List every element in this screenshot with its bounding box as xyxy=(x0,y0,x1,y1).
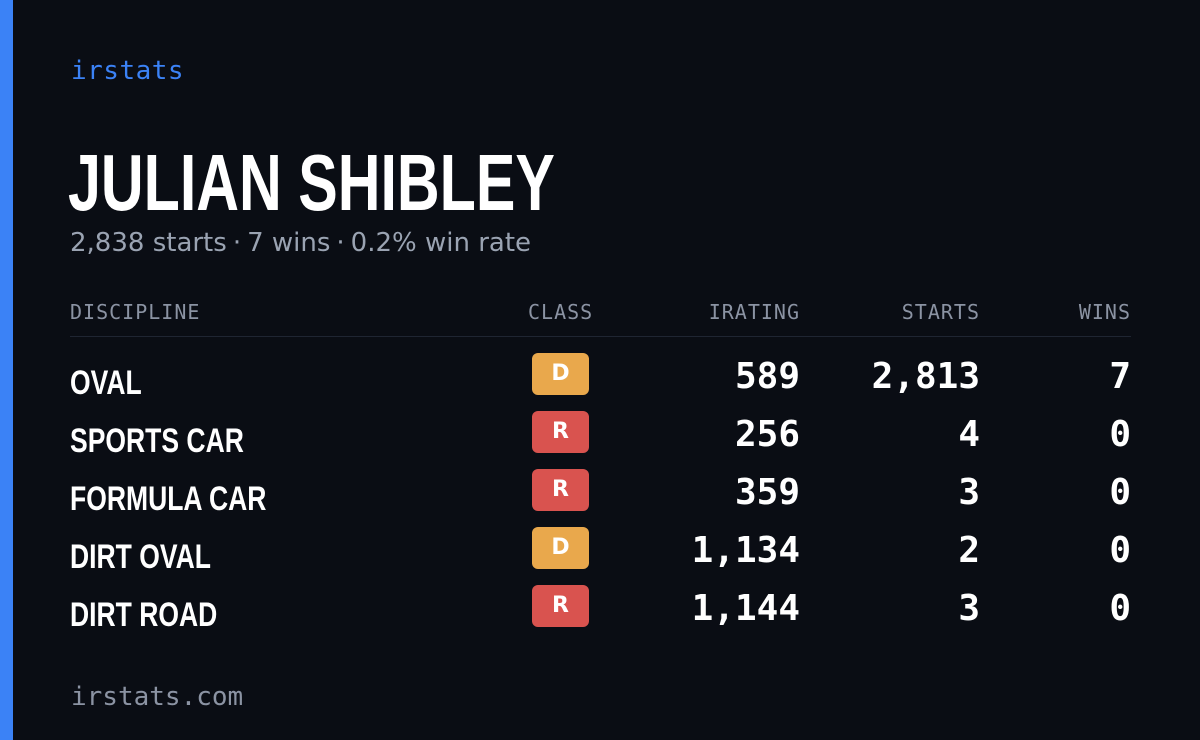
row-discipline: OVAL xyxy=(70,364,142,402)
class-badge: R xyxy=(532,469,589,511)
table-row: DIRT OVAL D 1,134 2 0 xyxy=(70,527,1131,585)
row-discipline: FORMULA CAR xyxy=(70,480,267,518)
row-irating: 359 xyxy=(734,472,800,513)
header-wins: WINS xyxy=(1078,300,1131,324)
row-discipline: DIRT OVAL xyxy=(70,538,211,576)
row-discipline: DIRT ROAD xyxy=(70,596,218,634)
class-badge: R xyxy=(532,585,589,627)
stats-table: DISCIPLINE CLASS IRATING STARTS WINS OVA… xyxy=(70,298,1131,643)
summary-separator: · xyxy=(232,228,242,258)
row-wins: 0 xyxy=(1109,588,1131,629)
row-irating: 256 xyxy=(734,414,800,455)
table-row: OVAL D 589 2,813 7 xyxy=(70,353,1131,411)
row-starts: 2 xyxy=(958,530,980,571)
row-wins: 0 xyxy=(1109,530,1131,571)
row-wins: 0 xyxy=(1109,414,1131,455)
row-starts: 4 xyxy=(958,414,980,455)
summary-starts: 2,838 starts xyxy=(70,228,227,258)
header-class: CLASS xyxy=(528,300,594,324)
table-body: OVAL D 589 2,813 7 SPORTS CAR R 256 4 0 … xyxy=(70,353,1131,643)
table-row: FORMULA CAR R 359 3 0 xyxy=(70,469,1131,527)
summary-separator: · xyxy=(336,228,345,258)
table-row: DIRT ROAD R 1,144 3 0 xyxy=(70,585,1131,643)
driver-summary: 2,838 starts · 7 wins · 0.2% win rate xyxy=(70,228,531,258)
footer-url: irstats.com xyxy=(71,682,244,712)
brand-logo: irstats xyxy=(71,56,185,86)
row-wins: 0 xyxy=(1109,472,1131,513)
row-starts: 2,813 xyxy=(871,356,980,397)
driver-name: JULIAN SHIBLEY xyxy=(68,138,555,227)
header-starts: STARTS xyxy=(901,300,980,324)
class-badge: D xyxy=(532,353,589,395)
row-starts: 3 xyxy=(958,588,980,629)
row-wins: 7 xyxy=(1109,356,1131,397)
header-discipline: DISCIPLINE xyxy=(70,300,201,324)
summary-win-rate: 0.2% win rate xyxy=(350,228,532,258)
row-irating: 589 xyxy=(734,356,800,397)
class-badge: R xyxy=(532,411,589,453)
summary-wins: 7 wins xyxy=(247,228,331,258)
table-header: DISCIPLINE CLASS IRATING STARTS WINS xyxy=(70,298,1131,337)
row-discipline: SPORTS CAR xyxy=(70,422,244,460)
accent-bar xyxy=(0,0,13,740)
class-badge: D xyxy=(532,527,589,569)
row-irating: 1,144 xyxy=(691,588,800,629)
header-irating: IRATING xyxy=(708,300,800,324)
row-starts: 3 xyxy=(958,472,980,513)
table-row: SPORTS CAR R 256 4 0 xyxy=(70,411,1131,469)
row-irating: 1,134 xyxy=(691,530,800,571)
